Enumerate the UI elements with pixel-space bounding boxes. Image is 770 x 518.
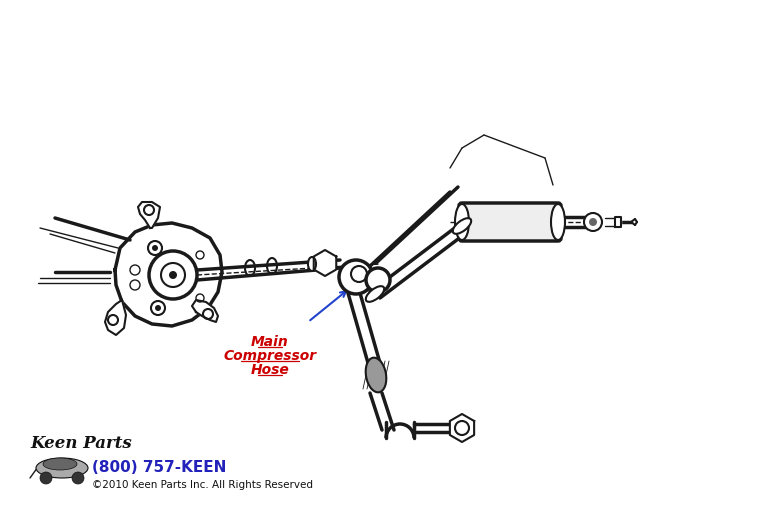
- Polygon shape: [615, 217, 621, 227]
- Circle shape: [339, 260, 373, 294]
- Polygon shape: [115, 223, 222, 326]
- Circle shape: [169, 271, 177, 279]
- Circle shape: [584, 213, 602, 231]
- Circle shape: [366, 268, 390, 292]
- Ellipse shape: [308, 257, 316, 271]
- Circle shape: [589, 218, 597, 226]
- Ellipse shape: [36, 458, 88, 478]
- Circle shape: [40, 472, 52, 484]
- Polygon shape: [192, 300, 218, 322]
- Circle shape: [149, 251, 197, 299]
- Ellipse shape: [551, 204, 565, 240]
- Ellipse shape: [453, 218, 471, 234]
- Polygon shape: [313, 250, 336, 276]
- Ellipse shape: [366, 286, 384, 302]
- Ellipse shape: [455, 204, 469, 240]
- Ellipse shape: [43, 458, 77, 470]
- Polygon shape: [138, 202, 160, 228]
- Circle shape: [152, 245, 158, 251]
- Text: Keen Parts: Keen Parts: [30, 435, 132, 452]
- FancyBboxPatch shape: [459, 203, 561, 241]
- Text: ©2010 Keen Parts Inc. All Rights Reserved: ©2010 Keen Parts Inc. All Rights Reserve…: [92, 480, 313, 490]
- Circle shape: [72, 472, 84, 484]
- Circle shape: [155, 305, 161, 311]
- Text: Compressor: Compressor: [223, 349, 316, 363]
- Text: (800) 757-KEEN: (800) 757-KEEN: [92, 460, 226, 475]
- Ellipse shape: [366, 357, 387, 392]
- Polygon shape: [105, 300, 126, 335]
- Text: Hose: Hose: [250, 363, 290, 377]
- Polygon shape: [450, 414, 474, 442]
- Text: Main: Main: [251, 335, 289, 349]
